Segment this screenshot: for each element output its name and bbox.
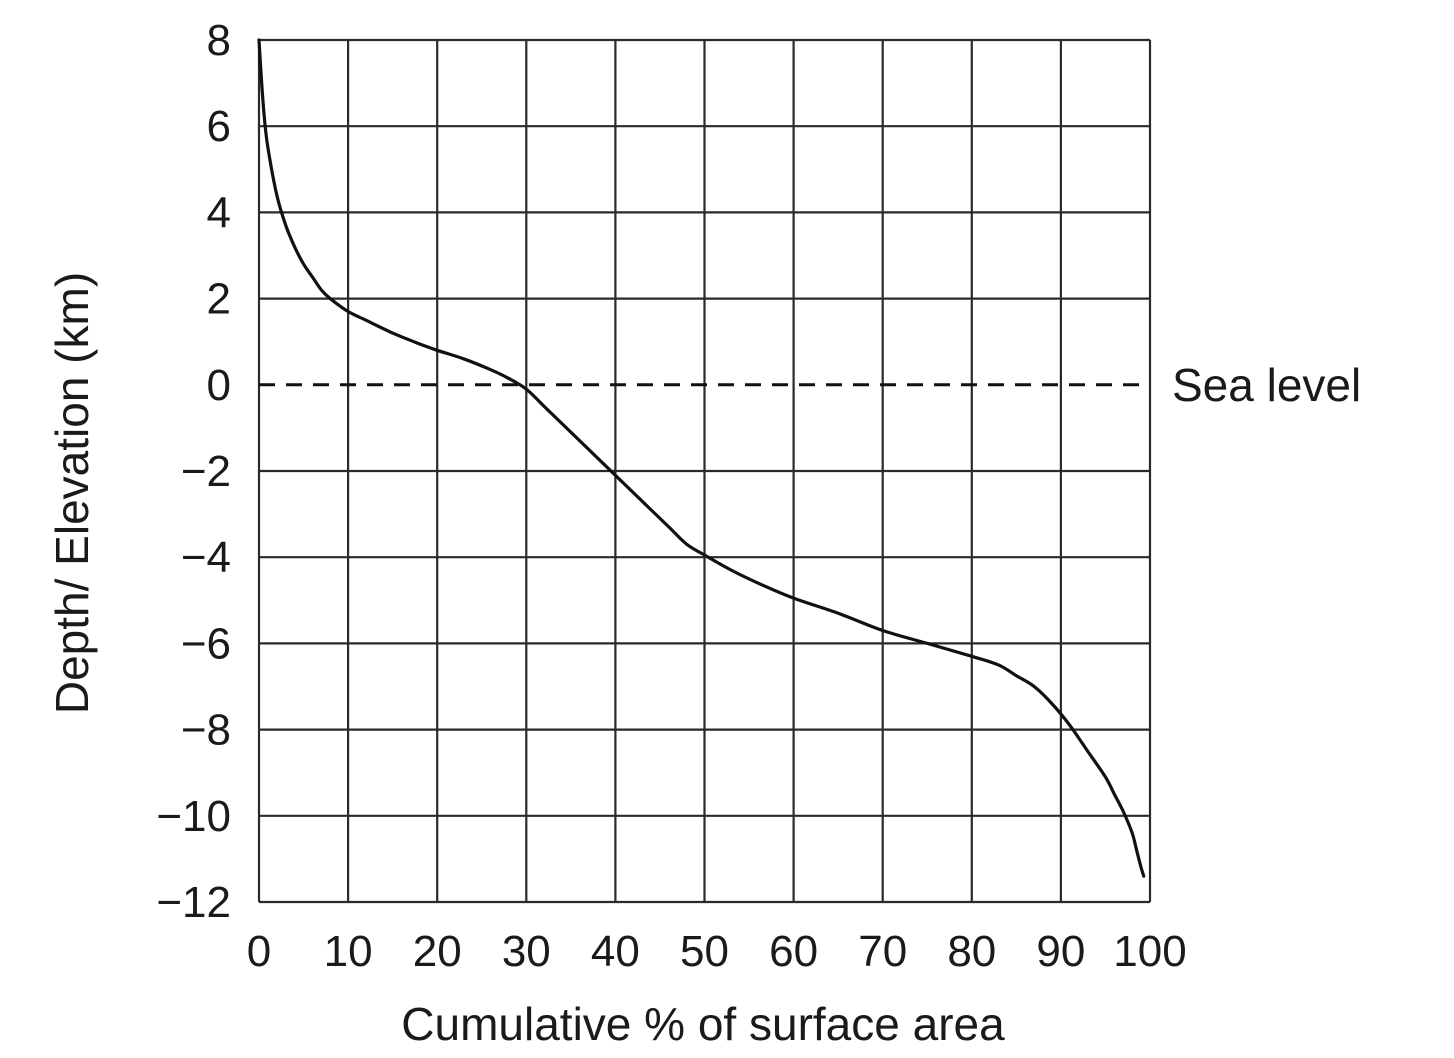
y-tick-label: −2 [181,447,231,496]
y-tick-label: −4 [181,533,231,582]
x-axis-label: Cumulative % of surface area [401,998,1005,1050]
y-tick-label: 6 [207,102,231,151]
x-tick-label: 100 [1113,927,1186,976]
x-tick-label: 60 [769,927,818,976]
y-tick-label: −6 [181,619,231,668]
y-tick-label: −10 [156,792,231,841]
x-tick-label: 80 [947,927,996,976]
x-tick-label: 20 [413,927,462,976]
sea-level-label: Sea level [1172,359,1361,411]
y-tick-label: −12 [156,878,231,927]
y-tick-label: 8 [207,16,231,65]
x-tick-label: 0 [247,927,271,976]
x-tick-label: 30 [502,927,551,976]
y-tick-label: 4 [207,188,231,237]
y-axis-label: Depth/ Elevation (km) [46,272,98,714]
x-tick-label: 70 [858,927,907,976]
reference-lines: Sea level [259,359,1361,411]
hypsometric-curve [257,38,1146,878]
y-tick-label: −8 [181,706,231,755]
y-tick-label: 0 [207,361,231,410]
x-tick-label: 50 [680,927,729,976]
tick-labels: 0 10 20 30 40 50 60 70 80 90 10086420−2−4−6−8−10−1… [156,16,1186,976]
x-tick-label: 40 [591,927,640,976]
x-tick-label: 10 [324,927,373,976]
x-tick-label: 90 [1036,927,1085,976]
series [257,38,1146,878]
y-tick-label: 2 [207,275,231,324]
grid [257,38,1152,904]
